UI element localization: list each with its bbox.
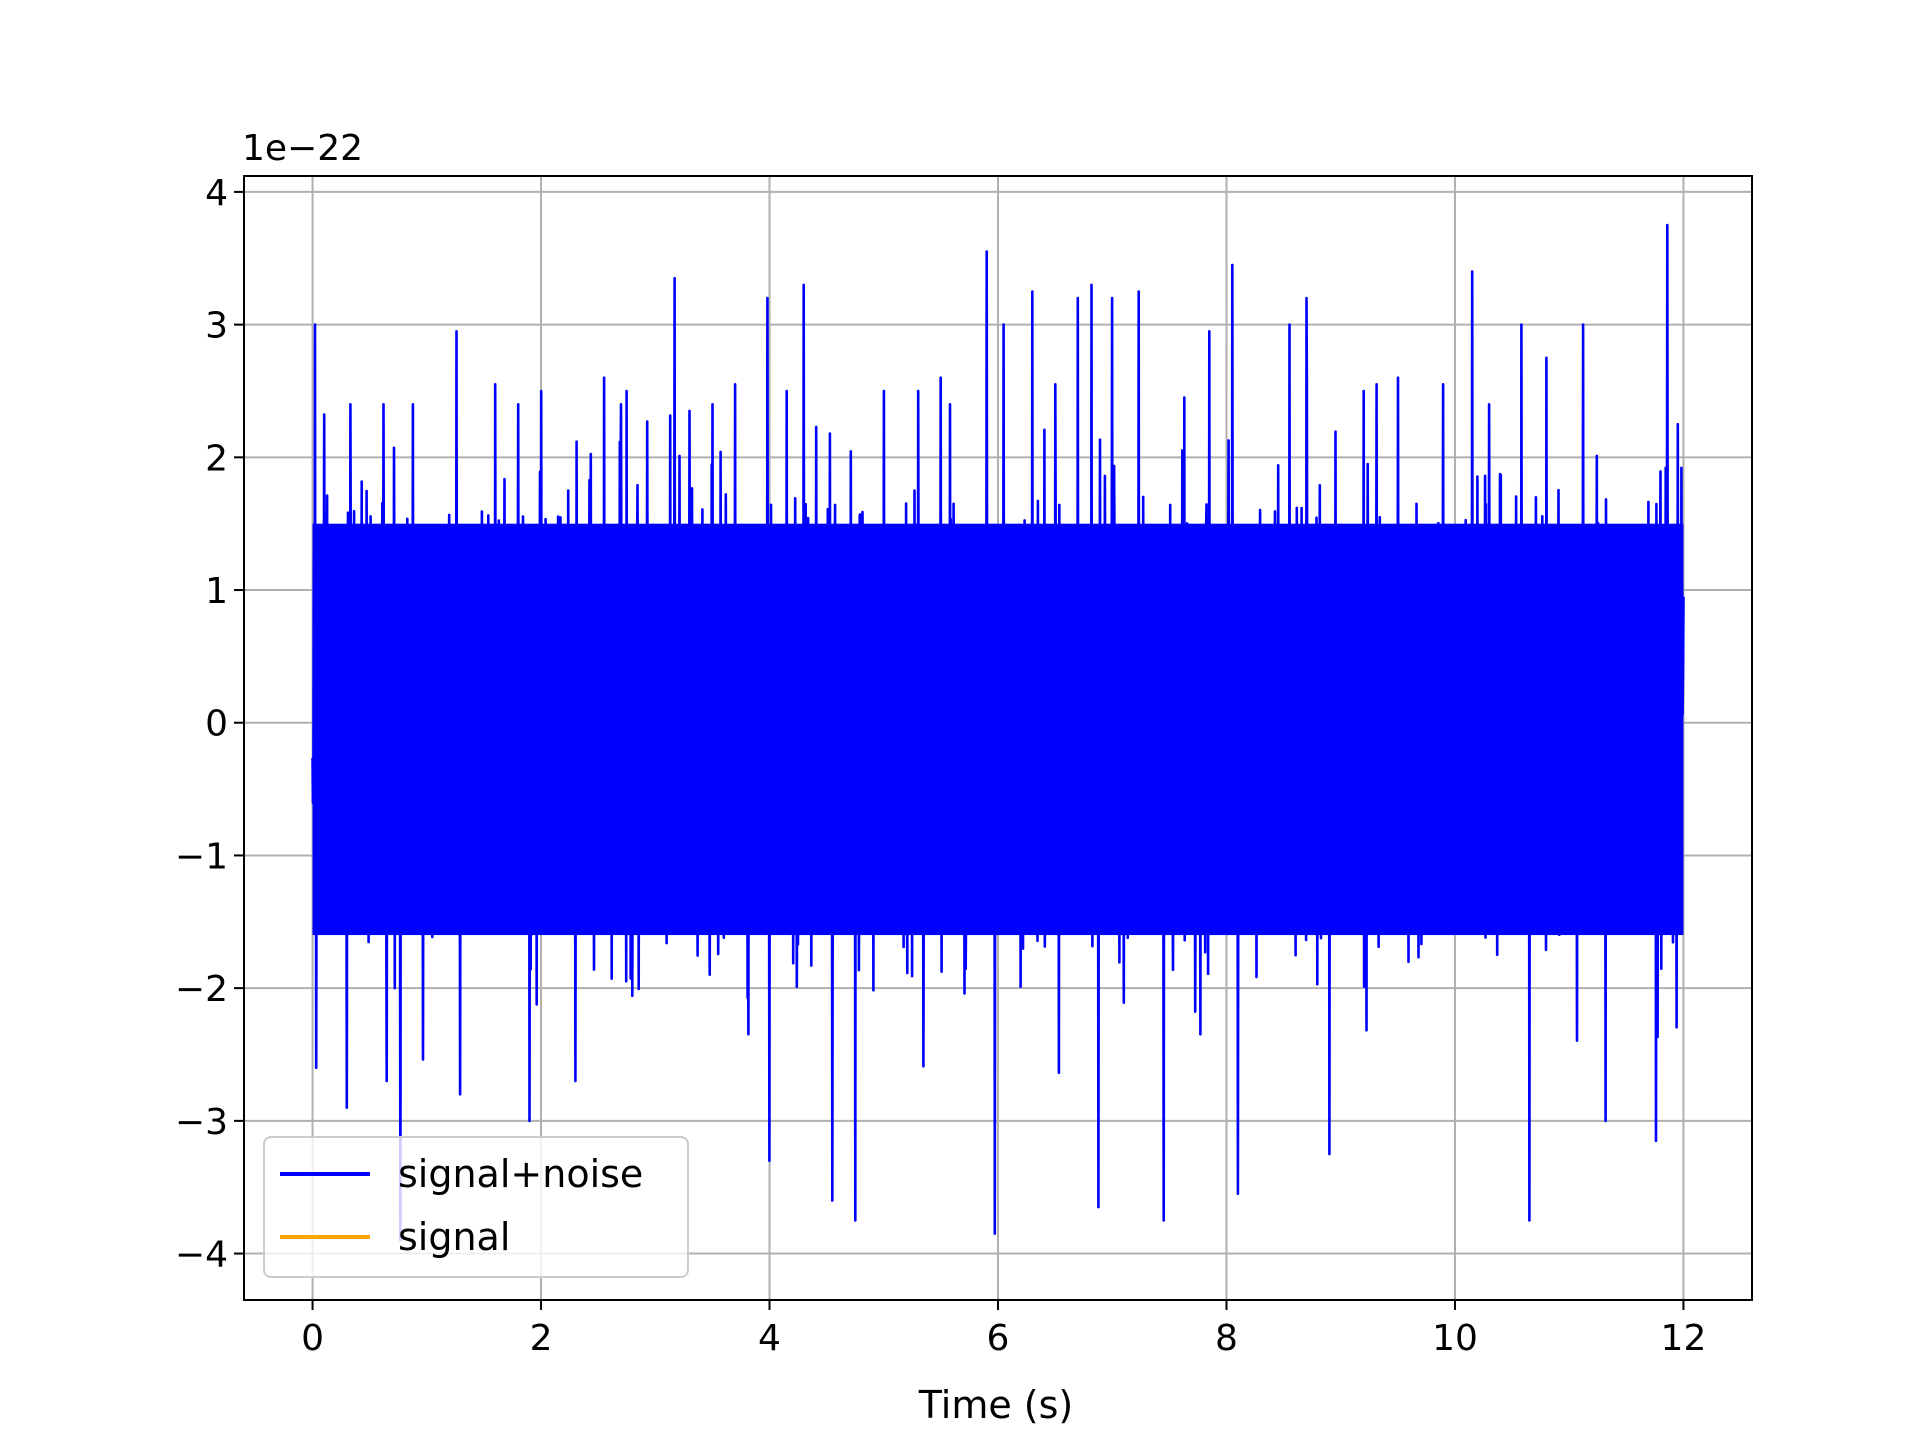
x-tick-label: 6 [987, 1318, 1010, 1359]
legend-label-signal: signal [398, 1215, 510, 1259]
y-tick-label: −1 [175, 836, 228, 877]
x-tick-label: 0 [301, 1318, 324, 1359]
y-tick-label: 1 [205, 571, 228, 612]
x-tick-label: 4 [758, 1318, 781, 1359]
legend: signal+noise signal [263, 1136, 689, 1278]
y-tick-label: 2 [205, 438, 228, 479]
x-tick-label: 8 [1215, 1318, 1238, 1359]
x-axis-label: Time (s) [918, 1383, 1074, 1427]
x-tick-label: 2 [530, 1318, 553, 1359]
y-tick-label: −2 [175, 969, 228, 1010]
y-tick-label: −4 [175, 1235, 228, 1276]
y-tick-label: −3 [175, 1102, 228, 1143]
y-tick-label: 4 [205, 173, 228, 214]
legend-label-signal-noise: signal+noise [398, 1152, 643, 1196]
x-tick-label: 12 [1661, 1318, 1707, 1359]
y-tick-label: 3 [205, 306, 228, 347]
y-tick-label: 0 [205, 704, 228, 745]
y-offset-label: 1e−22 [242, 128, 363, 169]
data-series [311, 223, 1685, 1242]
x-tick-label: 10 [1432, 1318, 1478, 1359]
series-dense-band-signal-noise [312, 523, 1684, 936]
